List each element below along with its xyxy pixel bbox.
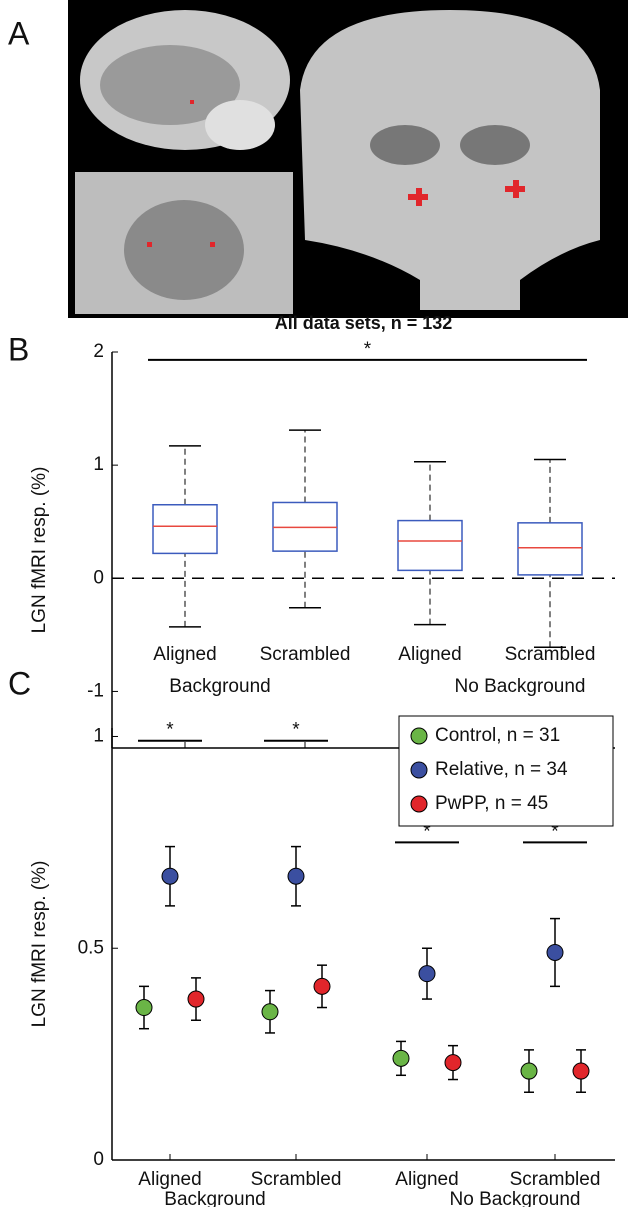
panel-label: C [8,665,31,701]
sagittal-detail [100,45,240,125]
coronal-slice [300,10,600,310]
legend-label: Control, n = 31 [435,725,560,746]
mean-point [287,867,305,885]
coronal-ventricle [370,125,440,165]
mean-point [418,965,436,983]
mean-point [161,867,179,885]
box [517,522,583,576]
cerebellum [205,100,275,150]
coronal-ventricle [460,125,530,165]
group-label: No Background [450,1189,581,1207]
legend-label: PwPP, n = 45 [435,793,548,814]
y-tick-label: 2 [93,341,104,362]
significance-label: * [423,821,431,842]
legend [398,715,614,827]
significance-label: * [551,821,559,842]
brain-images [68,0,628,318]
x-tick-label: Scrambled [260,644,351,665]
y-tick-label: 0 [93,1149,104,1170]
x-tick-label: Scrambled [510,1169,601,1190]
roi-marker [408,180,525,206]
x-tick-label: Aligned [398,644,461,665]
mean-point [313,977,331,995]
y-tick-label: 1 [93,725,104,746]
mean-point [572,1062,590,1080]
axial-detail [124,200,244,300]
chart-title: All data sets, n = 132 [275,313,453,333]
legend-swatch [410,795,428,813]
significance-label: * [364,339,372,360]
significance-label: * [292,720,300,741]
x-tick-label: Aligned [153,644,216,665]
x-tick-label: Scrambled [505,644,596,665]
mean-point [444,1054,462,1072]
y-tick-label: 1 [93,454,104,475]
mean-point [135,999,153,1017]
y-tick-label: 0 [93,567,104,588]
group-label: No Background [455,676,586,697]
y-axis-label: LGN fMRI resp. (%) [29,467,50,634]
mean-point [261,1003,279,1021]
box [152,503,218,555]
panel-label: A [8,15,30,51]
significance-label: * [166,720,174,741]
mean-point [520,1062,538,1080]
box [397,519,463,572]
mean-point [392,1049,410,1067]
mean-point [187,990,205,1008]
x-tick-label: Aligned [395,1169,458,1190]
panel-label: B [8,331,29,367]
legend-swatch [410,727,428,745]
y-tick-label: 0.5 [78,937,104,958]
mean-point [546,943,564,961]
legend-swatch [410,761,428,779]
group-label: Background [169,676,270,697]
y-tick-label: -1 [87,680,104,701]
y-axis-label: LGN fMRI resp. (%) [29,861,50,1028]
x-tick-label: Aligned [138,1169,201,1190]
legend-label: Relative, n = 34 [435,759,568,780]
group-label: Background [164,1189,265,1207]
x-tick-label: Scrambled [251,1169,342,1190]
